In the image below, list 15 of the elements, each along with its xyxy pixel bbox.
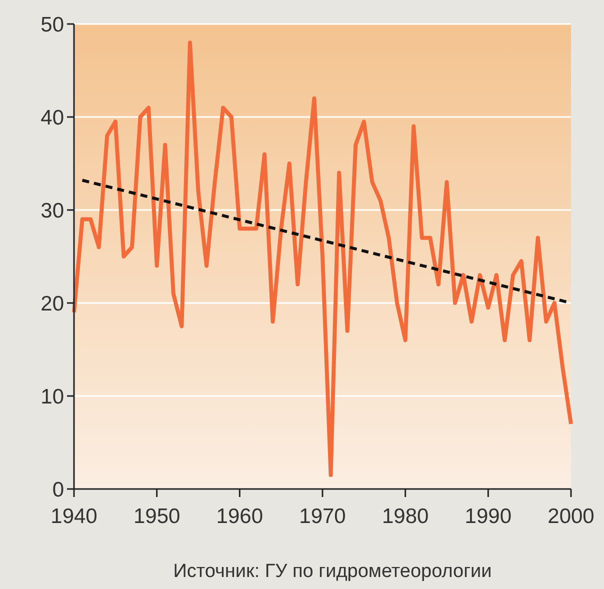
x-tick-label: 1940 [50, 505, 98, 528]
x-tick-label: 1960 [216, 505, 264, 528]
x-tick-label: 2000 [548, 505, 594, 528]
x-tick-label: 1990 [464, 505, 512, 528]
y-tick-label: 10 [40, 385, 64, 408]
y-tick-label: 40 [40, 106, 64, 130]
y-tick-label: 0 [52, 478, 64, 502]
x-tick-label: 1950 [133, 505, 180, 528]
y-tick-label: 50 [40, 13, 64, 36]
x-tick-label: 1970 [299, 505, 346, 528]
y-tick-label: 20 [40, 292, 64, 316]
text: Источник: ГУ по гидрометеорологии [173, 561, 492, 582]
x-tick-label: 1980 [382, 505, 429, 528]
y-tick-label: 30 [40, 199, 64, 222]
line-series [72, 40, 573, 478]
